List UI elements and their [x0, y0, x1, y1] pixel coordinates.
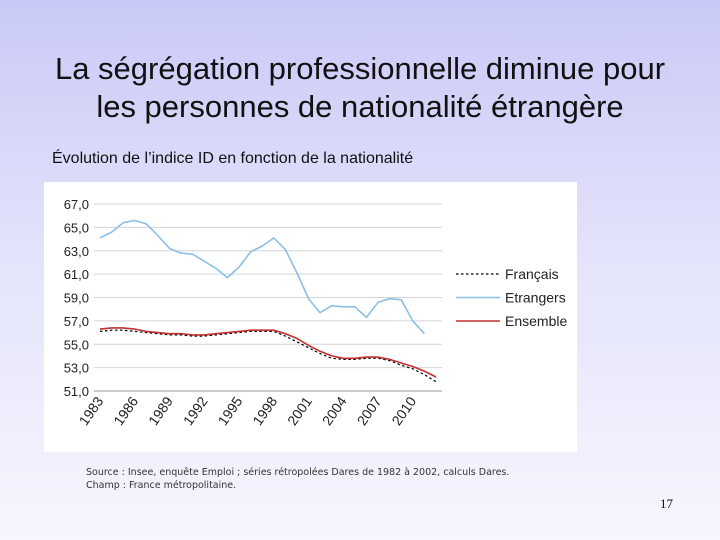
source-note: Source : Insee, enquête Emploi ; séries …	[86, 466, 509, 492]
y-tick-label: 53,0	[64, 361, 89, 376]
x-tick-label: 1986	[110, 393, 141, 428]
source-text: : Insee, enquête Emploi ; séries rétropo…	[118, 467, 510, 478]
champ-label: Champ	[86, 480, 120, 491]
y-tick-label: 57,0	[64, 314, 89, 329]
chart-panel: 51,0 53,0 55,0 57,0 59,0 61,0 63,0 65,0 67,0 1983…	[44, 182, 577, 452]
champ-line: Champ : France métropolitaine.	[86, 479, 509, 492]
y-tick-label: 61,0	[64, 267, 89, 282]
series-line-0	[99, 329, 437, 383]
y-tick-label: 63,0	[64, 244, 89, 259]
line-chart: 51,053,055,057,059,061,063,065,067,01983…	[64, 197, 568, 428]
y-tick-label: 67,0	[64, 197, 89, 212]
page-number: 17	[660, 496, 673, 511]
slide-title: La ségrégation professionnelle diminue p…	[20, 50, 700, 126]
y-tick-label: 51,0	[64, 384, 89, 399]
y-tick-label: 65,0	[64, 220, 89, 235]
series-line-1	[99, 219, 425, 335]
legend-label: Français	[505, 266, 559, 282]
legend-label: Ensemble	[505, 313, 567, 329]
slide-title-line-1: La ségrégation professionnelle diminue p…	[54, 51, 666, 86]
series-line-2	[99, 327, 437, 378]
slide-title-line-2: les personnes de nationalité étrangère	[96, 89, 624, 124]
x-tick-label: 1992	[180, 393, 211, 428]
chart-subtitle: Évolution de l’indice ID en fonction de …	[52, 150, 414, 167]
x-tick-label: 2001	[284, 393, 315, 428]
x-tick-label: 1995	[215, 393, 246, 428]
x-tick-label: 1989	[145, 393, 176, 428]
x-tick-label: 2007	[354, 393, 385, 428]
y-tick-label: 59,0	[64, 291, 89, 306]
legend-label: Etrangers	[505, 290, 566, 306]
x-tick-label: 2004	[319, 393, 350, 428]
x-tick-label: 2010	[388, 393, 419, 428]
y-tick-label: 55,0	[64, 337, 89, 352]
x-tick-label: 1998	[249, 393, 280, 428]
champ-text: : France métropolitaine.	[119, 480, 237, 491]
source-line: Source : Insee, enquête Emploi ; séries …	[86, 466, 509, 479]
source-label: Source	[86, 467, 119, 478]
